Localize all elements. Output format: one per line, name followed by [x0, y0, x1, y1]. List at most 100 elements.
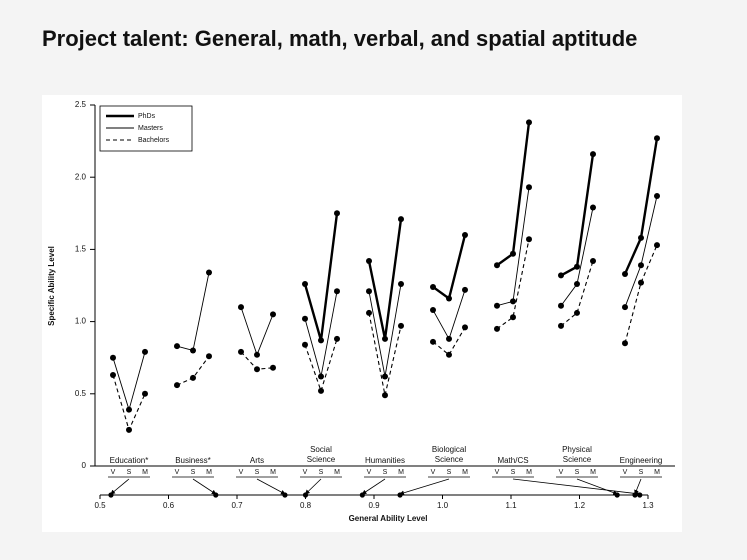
- subcategory-label: V: [239, 469, 244, 476]
- data-point: [142, 348, 148, 355]
- data-point: [494, 302, 500, 309]
- subcategory-label: S: [191, 469, 196, 476]
- data-point: [558, 302, 564, 309]
- group-label-line: Biological: [432, 445, 466, 454]
- pointer-arrow: [304, 478, 322, 495]
- data-point: [446, 335, 452, 342]
- data-point: [510, 314, 516, 321]
- y-tick-label: 1.5: [75, 245, 87, 254]
- data-point: [526, 184, 532, 191]
- data-point: [622, 340, 628, 347]
- general-ability-point: [637, 492, 643, 498]
- group-label: Business*: [175, 456, 211, 465]
- pointer-arrow: [576, 478, 618, 495]
- data-point: [382, 373, 388, 380]
- pointer-arrow: [634, 478, 642, 495]
- subcategory-label: V: [623, 469, 628, 476]
- data-point: [110, 354, 116, 361]
- group-label: Social Science: [307, 445, 336, 464]
- general-ability-point: [397, 492, 403, 498]
- legend-label: Masters: [138, 125, 163, 132]
- subcategory-label: V: [559, 469, 564, 476]
- data-point: [366, 288, 372, 295]
- subcategory-label: V: [175, 469, 180, 476]
- data-point: [238, 348, 244, 355]
- general-ability-point: [614, 492, 620, 498]
- subcategory-label: S: [575, 469, 580, 476]
- data-point: [318, 373, 324, 380]
- data-point: [110, 372, 116, 379]
- data-point: [574, 309, 580, 316]
- data-point: [270, 311, 276, 318]
- x-tick-label: 1.0: [437, 501, 449, 510]
- data-point: [590, 204, 596, 211]
- group-label: Education*: [110, 456, 149, 465]
- data-point: [398, 281, 404, 288]
- data-point: [206, 353, 212, 360]
- pointer-arrow: [256, 478, 286, 495]
- subcategory-label: S: [511, 469, 516, 476]
- data-point: [126, 406, 132, 413]
- general-ability-point: [213, 492, 219, 498]
- data-point: [590, 151, 596, 158]
- subcategory-label: M: [526, 469, 532, 476]
- subcategory-label: M: [654, 469, 660, 476]
- series-line: [560, 260, 594, 327]
- pointer-arrow: [361, 478, 386, 495]
- page-title: Project talent: General, math, verbal, a…: [42, 26, 637, 51]
- general-ability-point: [302, 492, 309, 498]
- data-point: [270, 364, 276, 371]
- subcategory-label: S: [319, 469, 324, 476]
- data-point: [206, 269, 212, 276]
- group-label: Math/CS: [497, 456, 528, 465]
- data-point: [654, 135, 660, 142]
- data-point: [318, 387, 324, 394]
- group-label: Physical Science: [562, 445, 592, 464]
- data-point: [302, 315, 308, 322]
- data-point: [638, 279, 644, 286]
- data-point: [366, 257, 372, 264]
- data-point: [254, 366, 260, 373]
- subcategory-label: M: [590, 469, 596, 476]
- data-point: [558, 322, 564, 329]
- data-point: [462, 286, 468, 293]
- data-point: [430, 307, 436, 314]
- group-label: Engineering: [620, 456, 663, 465]
- data-point: [654, 242, 660, 249]
- subcategory-label: S: [639, 469, 644, 476]
- x-tick-label: 1.2: [574, 501, 586, 510]
- data-point: [254, 351, 260, 358]
- general-ability-point: [359, 492, 365, 498]
- x-tick-label: 0.7: [231, 501, 243, 510]
- y-axis-title: Specific Ability Level: [47, 246, 56, 326]
- subcategory-label: M: [398, 469, 404, 476]
- data-point: [494, 262, 500, 269]
- data-point: [382, 392, 388, 399]
- data-point: [654, 192, 660, 199]
- subcategory-label: V: [495, 469, 500, 476]
- data-point: [526, 236, 532, 243]
- general-ability-point: [108, 492, 114, 498]
- subcategory-label: S: [255, 469, 260, 476]
- data-point: [462, 231, 468, 238]
- data-point: [190, 347, 196, 354]
- y-tick-label: 0.5: [75, 389, 87, 398]
- subcategory-label: V: [303, 469, 308, 476]
- subcategory-label: M: [334, 469, 340, 476]
- data-point: [446, 295, 452, 302]
- data-point: [302, 341, 308, 348]
- subcategory-label: M: [462, 469, 468, 476]
- data-point: [334, 335, 340, 342]
- data-point: [510, 250, 516, 257]
- subcategory-label: S: [447, 469, 452, 476]
- data-point: [430, 283, 436, 290]
- data-point: [430, 338, 436, 345]
- group-label-line: Science: [563, 455, 592, 464]
- x-axis-title: General Ability Level: [349, 514, 428, 523]
- y-tick-label: 2.0: [75, 172, 87, 181]
- data-point: [494, 325, 500, 332]
- subcategory-label: S: [383, 469, 388, 476]
- y-tick-label: 1.0: [75, 317, 87, 326]
